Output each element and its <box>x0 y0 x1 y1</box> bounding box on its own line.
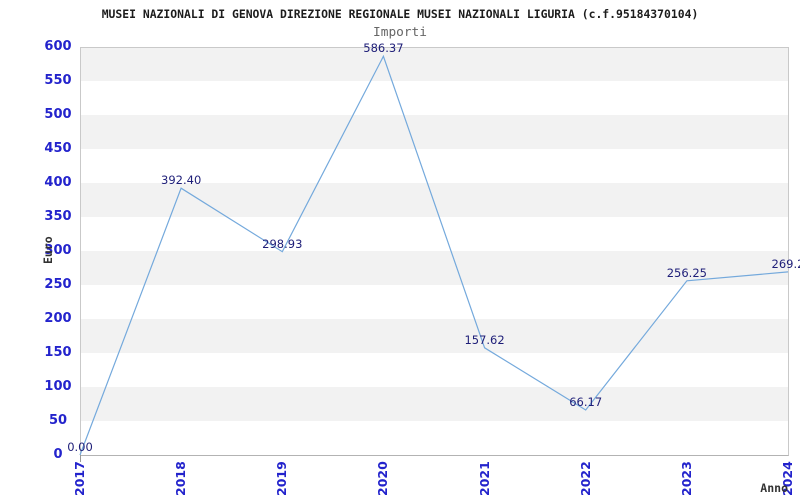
grid-band <box>80 251 788 285</box>
x-axis-tick-label: 2020 <box>375 461 391 496</box>
data-point-label: 157.62 <box>464 332 505 347</box>
grid-band <box>80 387 788 421</box>
axis-origin-tick <box>80 455 81 462</box>
grid-band <box>80 183 788 217</box>
grid-band <box>80 319 788 353</box>
data-point-label: 298.93 <box>262 236 303 251</box>
chart-subtitle: Importi <box>373 25 427 40</box>
data-point-label: 66.17 <box>569 395 603 409</box>
data-point-label: 392.40 <box>161 173 202 188</box>
y-axis-tick-label: 200 <box>44 311 72 326</box>
y-axis-tick-label: 400 <box>44 175 72 190</box>
y-axis-tick-label: 500 <box>44 107 72 122</box>
grid-band <box>80 115 788 149</box>
x-axis-tick-label: 2022 <box>577 461 593 496</box>
x-axis-title: Anno <box>760 481 788 495</box>
grid-band <box>80 47 788 81</box>
plot-area-border <box>80 47 789 456</box>
x-axis-tick-label: 2023 <box>678 461 694 496</box>
y-axis-tick-label: 550 <box>44 73 72 88</box>
x-axis-tick-label: 2021 <box>476 461 492 496</box>
y-axis-tick-label: 50 <box>48 413 68 428</box>
line-series-path <box>79 54 789 456</box>
data-point-label: 0.00 <box>67 440 93 454</box>
y-axis-title: Euro <box>41 236 55 264</box>
data-point-label: 256.25 <box>666 265 707 280</box>
data-point-label: 586.37 <box>363 41 404 56</box>
chart-title: MUSEI NAZIONALI DI GENOVA DIREZIONE REGI… <box>101 7 699 21</box>
y-axis-tick-label: 150 <box>44 345 72 360</box>
x-axis-tick-label: 2018 <box>173 461 189 496</box>
y-axis-tick-label: 0 <box>53 447 63 462</box>
y-axis-tick-label: 300 <box>44 243 72 258</box>
y-axis-tick-label: 600 <box>44 39 72 54</box>
data-point-label: 269.2 <box>771 256 800 271</box>
y-axis-tick-label: 250 <box>44 277 72 292</box>
y-axis-tick-label: 450 <box>44 141 72 156</box>
x-axis-tick-label: 2019 <box>274 461 290 496</box>
x-axis-tick-label: 2017 <box>72 461 87 496</box>
y-axis-tick-label: 350 <box>44 209 72 224</box>
y-axis-tick-label: 100 <box>44 379 72 394</box>
